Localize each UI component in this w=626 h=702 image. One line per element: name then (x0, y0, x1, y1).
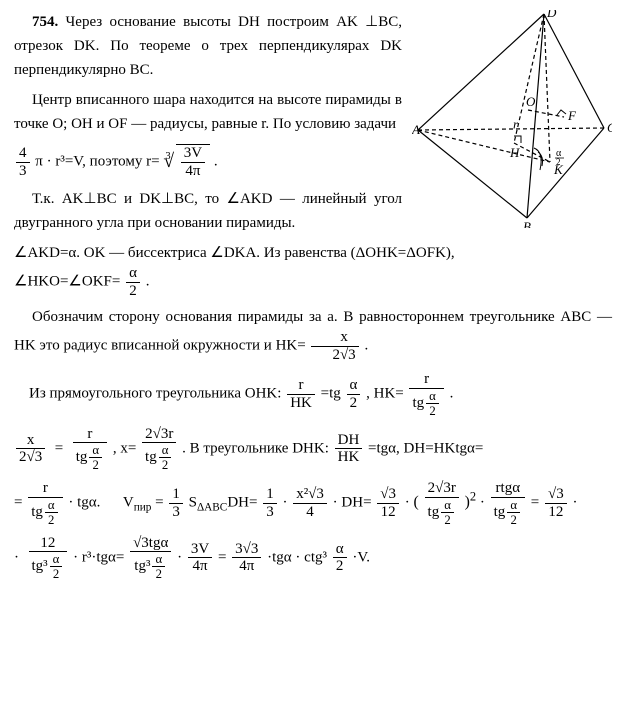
geometry-figure: ABCDOFHKrα2 (412, 10, 612, 228)
frac-alpha-2: α 2 (333, 541, 347, 575)
lparen: ( (414, 494, 419, 511)
frac-x-2sqrt3: x 2√3 (311, 329, 358, 363)
frac-sqrt3-12: √3 12 (377, 486, 399, 520)
text: = (531, 495, 543, 511)
text: · (405, 495, 414, 511)
frac-3v-4pi: 3V 4π (181, 145, 205, 179)
text: AKD=α. OK — биссектриса (27, 245, 210, 261)
frac-r-tga2: r tgα2 (73, 426, 107, 473)
text: S (189, 495, 197, 511)
problem-number: 754. (32, 14, 58, 30)
pi-symbol: π (35, 153, 43, 169)
text: BC и DK (97, 191, 161, 207)
text: ·tgα · ctg³ (267, 549, 327, 565)
text: =tgα, DH=HKtgα= (368, 440, 483, 456)
svg-text:2: 2 (556, 157, 561, 167)
svg-text:F: F (567, 108, 577, 123)
sq: 2 (470, 490, 476, 504)
svg-text:C: C (607, 120, 612, 135)
text: Через основание высоты DH построим AK (66, 14, 358, 30)
text: · (177, 549, 186, 565)
svg-text:D: D (546, 10, 557, 20)
tri-abc: ΔABC (197, 502, 227, 514)
text: = (218, 549, 230, 565)
text: DH= (227, 495, 257, 511)
cube-root-index: 3 (165, 149, 170, 166)
frac-12-tg3a2: 12 tg³α2 (29, 535, 68, 582)
text: · r³·tgα= (73, 549, 124, 565)
svg-text:H: H (509, 145, 520, 160)
perp-symbol: ⊥ (84, 191, 97, 207)
angle-symbol: ∠ (227, 191, 240, 207)
text: , HK= (366, 386, 404, 402)
equation-vpyr: = r tgα2 · tgα. Vпир = 1 3 SΔABCDH= 1 3 … (14, 480, 612, 527)
text: Из прямоугольного треугольника OHK: (29, 386, 285, 402)
text: Центр вписанного шара находится на высот… (14, 92, 402, 132)
angle-symbol: ∠ (14, 273, 27, 289)
frac-1-3: 1 3 (169, 486, 183, 520)
svg-text:O: O (526, 94, 536, 109)
text: , x= (113, 440, 136, 456)
frac-dh-hk: DH HK (335, 432, 363, 466)
text: = (155, 495, 163, 511)
text: Т.к. AK (32, 191, 84, 207)
text: BC, то (174, 191, 226, 207)
text: ·V. (352, 549, 370, 565)
angle-symbol: ∠ (68, 273, 81, 289)
svg-text:A: A (412, 122, 420, 137)
angle-symbol: ∠ (14, 245, 27, 261)
frac-alpha-2: α 2 (126, 265, 140, 299)
text: · DH= (333, 495, 372, 511)
paragraph-4: ∠AKD=α. OK — биссектриса ∠DKA. Из равенс… (14, 241, 612, 299)
perp-symbol: ⊥ (161, 191, 174, 207)
text: · tgα. (68, 495, 100, 511)
frac-x2sqrt3-4: x²√3 4 (293, 486, 327, 520)
text: · r³=V, поэтому r= (43, 153, 160, 169)
frac-alpha-2: α 2 (347, 377, 361, 411)
equation-x-dhk: x 2√3 = r tgα2 , x= 2√3r tgα2 . В треуго… (14, 426, 612, 473)
frac-r-tga2: r tgα2 (409, 371, 443, 418)
text: OKF= (82, 273, 120, 289)
frac-4-3: 4 3 (16, 145, 30, 179)
frac-x-2sqrt3: x 2√3 (16, 432, 45, 466)
angle-symbol: ∠ (210, 245, 223, 261)
frac-1-3: 1 3 (263, 486, 277, 520)
frac-r-tga2: r tgα2 (28, 480, 62, 527)
frac-3sqrt3-4pi: 3√3 4π (232, 541, 261, 575)
svg-text:B: B (523, 219, 531, 228)
text: =tg (321, 386, 341, 402)
text: · (282, 495, 291, 511)
equation-ohk: Из прямоугольного треугольника OHK: r HK… (14, 371, 612, 418)
frac-2sqrt3r-tga2: 2√3r tgα2 (425, 480, 459, 527)
frac-r-hk: r HK (287, 377, 315, 411)
frac-sqrt3tga-tg3a2: √3tgα tg³α2 (130, 535, 171, 582)
frac-rtga-tga2: rtgα tgα2 (491, 480, 525, 527)
paragraph-5: Обозначим сторону основания пирамиды за … (14, 305, 612, 363)
text: . В треугольнике DHK: (182, 440, 332, 456)
text: DKA. Из равенства (ΔOHK=ΔOFK), (224, 245, 455, 261)
perp-symbol: ⊥ (365, 14, 378, 30)
vpyr: V (123, 495, 134, 511)
sqrt-content: 3V 4π (176, 144, 210, 179)
frac-2sqrt3r-tga2: 2√3r tgα2 (142, 426, 176, 473)
equation-final: · 12 tg³α2 · r³·tgα= √3tgα tg³α2 · 3V 4π… (14, 535, 612, 582)
frac-3v-4pi: 3V 4π (188, 541, 212, 575)
text: · (480, 495, 489, 511)
vpyr-sub: пир (134, 502, 152, 514)
frac-sqrt3-12: √3 12 (545, 486, 567, 520)
text: HKO= (27, 273, 68, 289)
